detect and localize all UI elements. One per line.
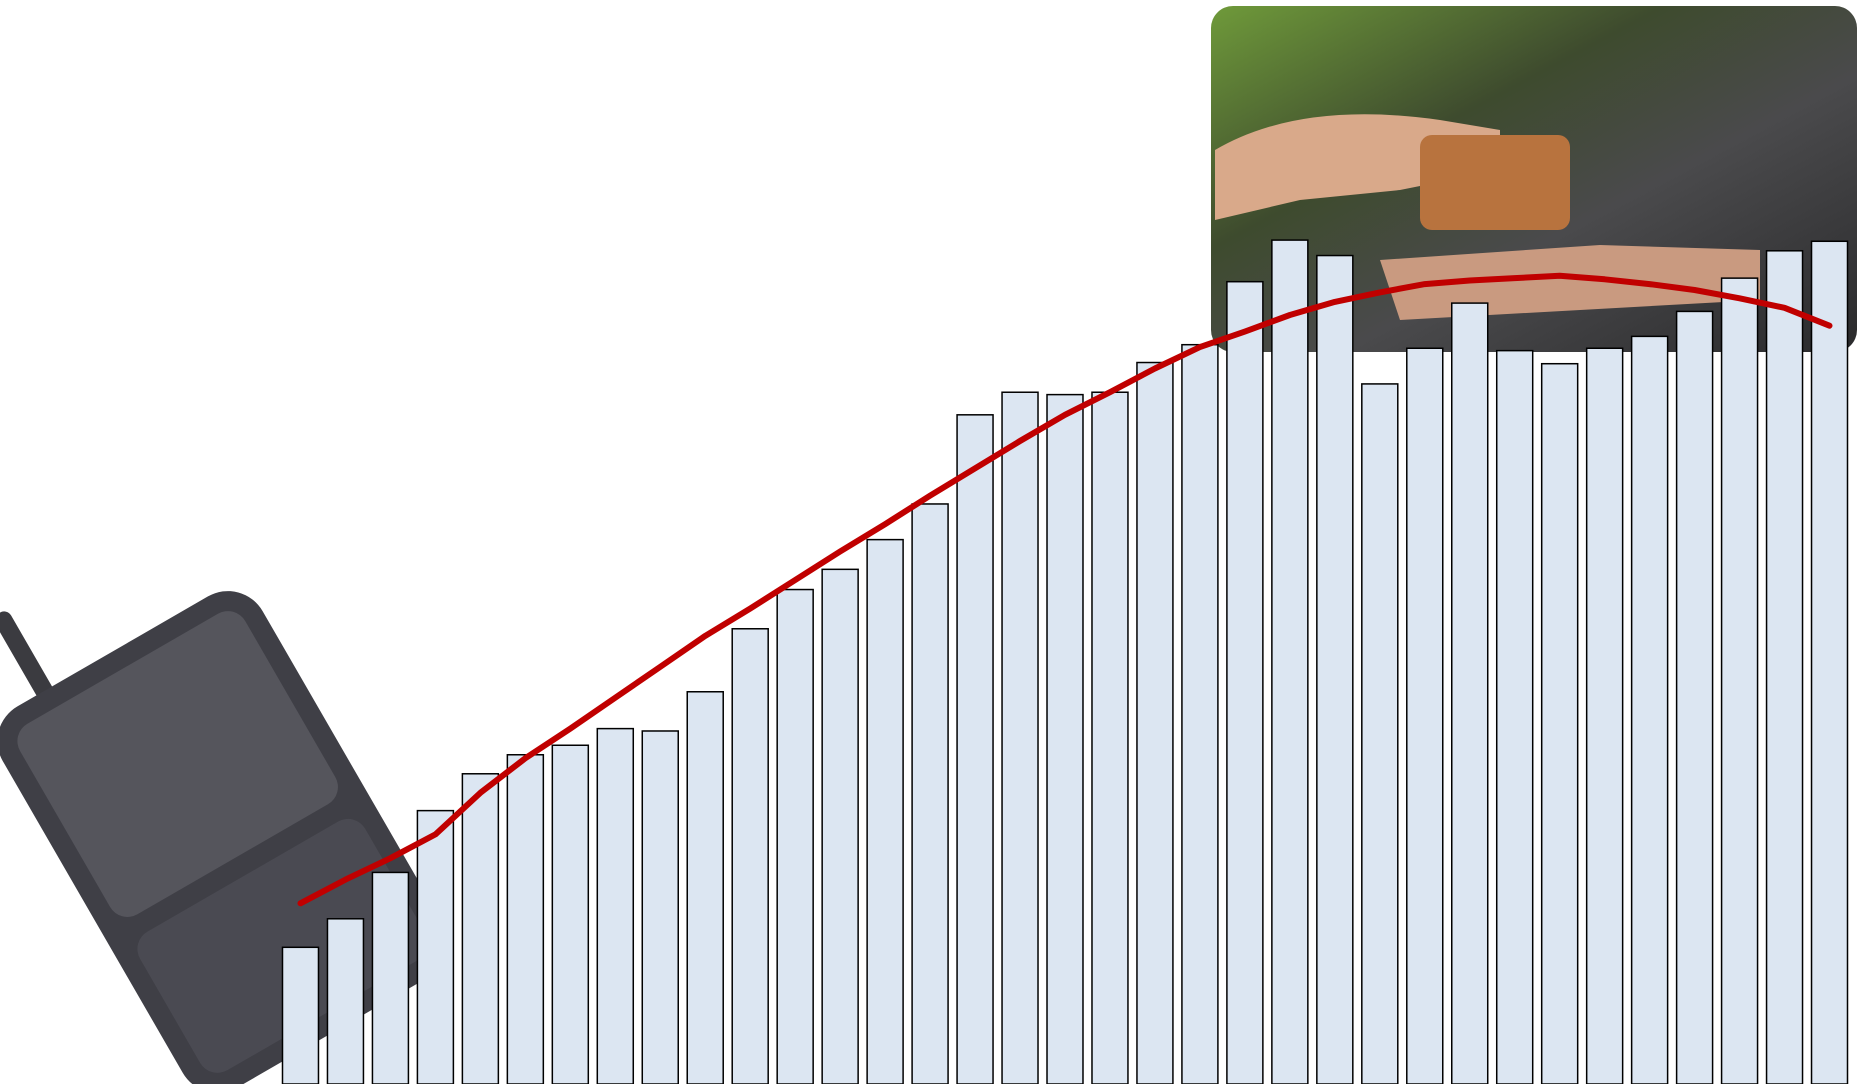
bar [1765,250,1804,1084]
bar [371,871,410,1084]
plot-area [281,239,1849,1084]
bar [1495,349,1534,1084]
bar [1540,362,1579,1084]
bar [731,628,769,1084]
bar [1136,361,1174,1084]
trend-line [297,272,1833,907]
bar [1361,383,1399,1084]
wrist-photo [1211,6,1857,352]
bar [866,538,904,1084]
bar [506,754,545,1084]
bar [821,568,859,1084]
bar [326,918,365,1084]
bar [1720,277,1759,1084]
bar [1451,302,1489,1084]
bar [1630,335,1669,1084]
bar [1316,254,1354,1084]
bar [416,809,455,1084]
bar [1675,310,1714,1084]
bar [686,691,724,1084]
bar [911,503,949,1084]
bar [1226,280,1264,1084]
bar [956,414,994,1084]
bar [1181,343,1219,1084]
bar [1406,347,1444,1084]
bar [1046,393,1084,1084]
bar [596,727,635,1084]
bar [1585,347,1624,1084]
bar [776,588,814,1084]
bar [281,946,320,1084]
bar [551,744,590,1084]
bar [641,730,679,1084]
bar [1091,391,1129,1084]
bar [1810,240,1849,1084]
bar [461,773,500,1084]
bar [1001,391,1039,1084]
bar [1271,239,1309,1084]
